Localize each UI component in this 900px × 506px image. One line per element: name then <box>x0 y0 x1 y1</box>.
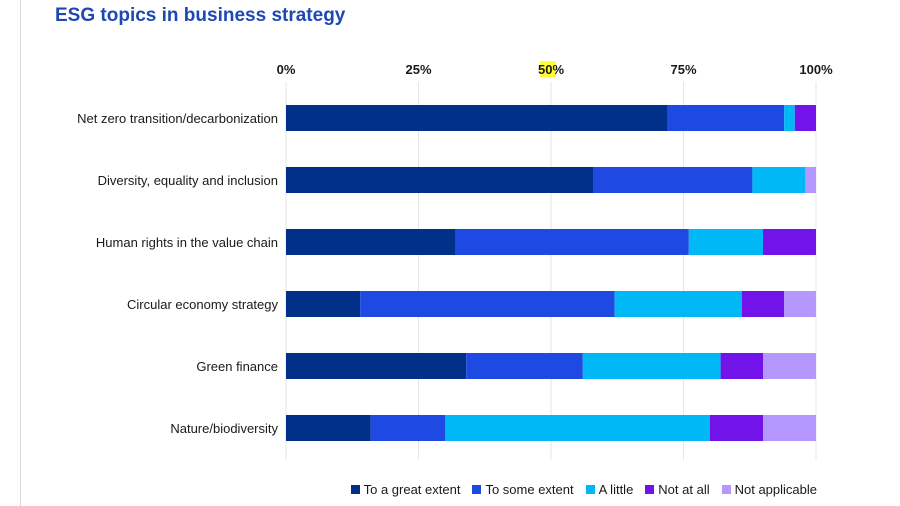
x-tick-label: 0% <box>277 62 296 77</box>
legend-item: Not at all <box>645 482 710 497</box>
legend: To a great extent To some extent A little N… <box>0 482 900 497</box>
legend-swatch <box>585 485 595 494</box>
bar-segment <box>763 353 816 379</box>
category-label: Diversity, equality and inclusion <box>98 173 278 188</box>
legend-label: Not at all <box>658 482 710 497</box>
legend-item: To some extent <box>472 482 574 497</box>
bar-segment <box>286 415 371 441</box>
bar-segment <box>286 353 467 379</box>
left-rule <box>20 0 21 506</box>
legend-item: To a great extent <box>350 482 461 497</box>
x-tick-label: 75% <box>670 62 696 77</box>
bar-segment <box>593 167 753 193</box>
bar-segment <box>286 291 361 317</box>
bar-segment <box>370 415 445 441</box>
bar-segment <box>286 105 668 131</box>
tick-highlight <box>540 61 556 77</box>
stacked-bar-chart: 0% 25% 50% 75% 100% Net zero transition/deca… <box>77 62 833 460</box>
bar-segment <box>466 353 583 379</box>
legend-swatch <box>721 485 731 494</box>
legend-item: Not applicable <box>721 482 817 497</box>
bar-segment <box>784 291 816 317</box>
bar-segment <box>286 167 594 193</box>
legend-swatch <box>350 485 360 494</box>
legend-swatch <box>472 485 482 494</box>
bar-segment <box>445 415 710 441</box>
legend-label: To a great extent <box>363 482 461 497</box>
bar-segment <box>752 167 806 193</box>
bar-segment <box>582 353 721 379</box>
bar-segment <box>741 291 785 317</box>
legend-item: A little <box>585 482 634 497</box>
x-tick-label: 25% <box>405 62 431 77</box>
legend-label: Not applicable <box>734 482 817 497</box>
category-label: Green finance <box>196 359 278 374</box>
category-label: Nature/biodiversity <box>170 421 278 436</box>
legend-label: A little <box>598 482 634 497</box>
bar-segment <box>614 291 742 317</box>
x-tick-label: 100% <box>799 62 833 77</box>
bar-segment <box>667 105 785 131</box>
bar-segment <box>794 105 816 131</box>
legend-swatch <box>645 485 655 494</box>
legend-label: To some extent <box>485 482 574 497</box>
category-label: Human rights in the value chain <box>96 235 278 250</box>
bar-segment <box>720 353 763 379</box>
x-tick-label: 50% <box>538 62 564 77</box>
bar-segment <box>455 229 689 255</box>
chart-title: ESG topics in business strategy <box>55 5 346 26</box>
bar-segment <box>763 415 816 441</box>
bar-segment <box>360 291 615 317</box>
category-label: Net zero transition/decarbonization <box>77 111 278 126</box>
bar-segment <box>688 229 763 255</box>
bar-segment <box>286 229 456 255</box>
category-label: Circular economy strategy <box>127 297 278 312</box>
bar-segment <box>763 229 816 255</box>
bar-segment <box>784 105 795 131</box>
bar-segment <box>805 167 816 193</box>
bar-segment <box>710 415 763 441</box>
